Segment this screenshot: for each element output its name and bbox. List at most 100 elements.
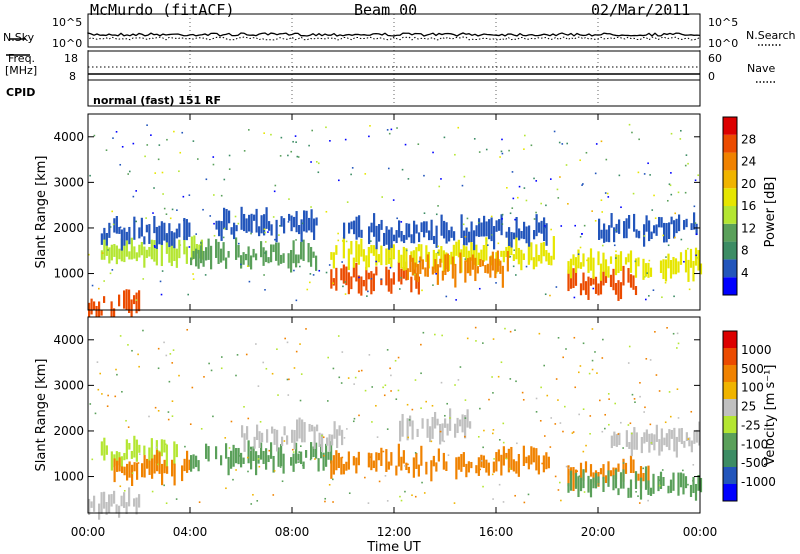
echo-cell (610, 213, 613, 228)
echo-noise (511, 171, 514, 173)
echo-cell (478, 218, 481, 237)
echo-cell (449, 408, 452, 431)
echo-cell (355, 216, 358, 240)
echo-cell (662, 259, 665, 280)
echo-noise (549, 178, 552, 180)
echo-cell (460, 454, 463, 472)
echo-noise (280, 136, 283, 139)
echo-cell (400, 254, 403, 269)
echo-noise (346, 201, 349, 203)
echo-cell (634, 286, 638, 296)
echo-noise (325, 210, 328, 213)
echo-cell (360, 276, 363, 296)
echo-noise (571, 432, 574, 434)
echo-noise (685, 154, 688, 156)
echo-cell (415, 224, 418, 234)
echo-cell (627, 487, 630, 498)
echo-noise (386, 500, 389, 502)
echo-cell (88, 498, 91, 515)
echo-noise (309, 281, 311, 284)
echo-cell (397, 261, 400, 282)
echo-noise (420, 343, 422, 346)
echo-cell (340, 457, 343, 475)
echo-noise (210, 369, 213, 372)
echo-noise (539, 419, 542, 422)
echo-noise (290, 150, 293, 153)
echo-cell (664, 259, 668, 282)
echo-noise (431, 404, 434, 407)
echo-cell (305, 450, 308, 458)
echo-cell (538, 222, 541, 233)
echo-noise (565, 348, 567, 350)
echo-cell (130, 450, 133, 459)
echo-cell (459, 252, 462, 274)
echo-noise (607, 393, 610, 395)
echo-cell (574, 472, 578, 489)
echo-cell (135, 439, 138, 462)
echo-cell (638, 230, 641, 239)
echo-cell (298, 417, 301, 439)
echo-cell (440, 214, 443, 236)
echo-cell (665, 223, 668, 243)
echo-noise (209, 215, 212, 217)
echo-noise (540, 202, 542, 205)
colorbar-frame (722, 116, 738, 296)
echo-cell (407, 466, 410, 474)
echo-cell (530, 446, 533, 465)
echo-noise (446, 402, 448, 405)
echo-cell (325, 443, 328, 467)
echo-cell (242, 457, 245, 464)
echo-noise (592, 287, 595, 290)
echo-cell (619, 251, 623, 271)
echo-noise (286, 341, 289, 344)
echo-cell (542, 455, 545, 473)
echo-cell (370, 244, 373, 254)
echo-cell (98, 503, 101, 520)
echo-noise (264, 241, 267, 243)
echo-cell (515, 217, 518, 238)
echo-noise (517, 196, 519, 199)
echo-noise (555, 378, 558, 380)
echo-noise (295, 299, 298, 302)
echo-cell (158, 225, 161, 245)
echo-cell (252, 248, 255, 258)
echo-cell (522, 253, 525, 260)
echo-cell (110, 244, 113, 261)
echo-noise (582, 408, 585, 411)
echo-noise (453, 502, 456, 504)
echo-cell (185, 246, 188, 264)
echo-noise (437, 251, 439, 254)
echo-cell (245, 218, 248, 233)
echo-cell (435, 462, 438, 472)
echo-noise (670, 172, 672, 174)
echo-cell (291, 429, 294, 443)
echo-noise (321, 434, 323, 437)
echo-cell (390, 227, 393, 248)
echo-noise (400, 221, 403, 223)
echo-noise (514, 329, 516, 332)
echo-cell (645, 429, 648, 442)
velocity-colorbar-tick: 25 (741, 400, 756, 414)
echo-noise (171, 415, 174, 417)
echo-cell (153, 215, 156, 234)
echo-cell (138, 444, 141, 453)
echo-noise (672, 332, 675, 335)
echo-noise (224, 437, 227, 439)
y-tick-label: 4000 (53, 130, 84, 144)
echo-noise (312, 274, 315, 276)
echo-noise (338, 179, 340, 182)
echo-noise (248, 280, 251, 283)
echo-cell (508, 227, 511, 247)
echo-cell (658, 439, 661, 456)
echo-cell (305, 210, 308, 233)
echo-noise (437, 205, 439, 207)
echo-cell (90, 298, 93, 315)
echo-cell (365, 266, 368, 291)
power-colorbar-tick: 24 (741, 155, 756, 169)
echo-cell (465, 246, 468, 263)
echo-noise (622, 447, 624, 449)
echo-noise (554, 475, 557, 478)
echo-noise (337, 239, 340, 242)
echo-cell (353, 220, 356, 235)
